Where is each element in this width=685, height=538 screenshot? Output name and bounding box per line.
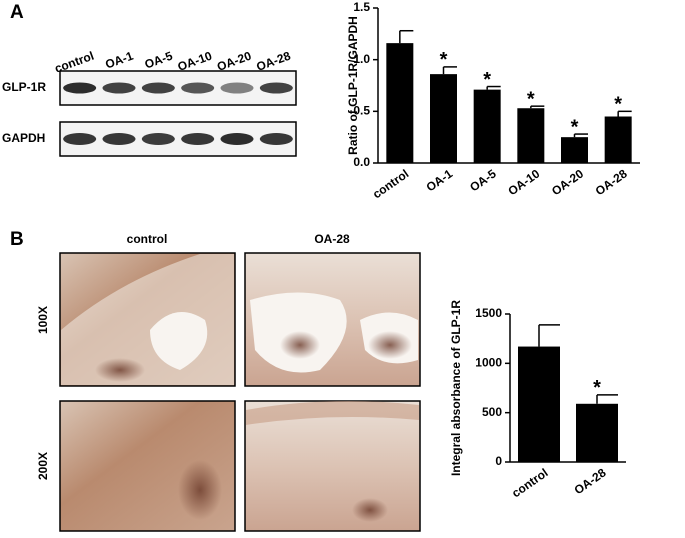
row-label: GAPDH — [2, 131, 45, 145]
error-bar — [442, 66, 457, 75]
stain — [95, 358, 145, 382]
x-tick-label: control — [509, 466, 550, 501]
panel-label: B — [10, 229, 24, 250]
stain — [368, 331, 412, 359]
significance-mark: * — [527, 88, 535, 110]
lane-label: OA-1 — [103, 49, 135, 72]
column-label: OA-28 — [314, 232, 350, 246]
blot-band — [259, 82, 293, 94]
y-tick-label: 0.5 — [353, 104, 370, 118]
x-tick-label: OA-1 — [424, 166, 456, 194]
blot-frame — [59, 70, 297, 106]
error-bar — [530, 105, 545, 109]
y-tick-label: 1.0 — [353, 52, 370, 66]
row-label: GLP-1R — [2, 80, 46, 94]
column-label: control — [127, 232, 168, 246]
bar — [604, 116, 632, 163]
tissue-region — [246, 401, 419, 425]
error-bar — [486, 85, 501, 90]
significance-mark: * — [571, 116, 579, 138]
x-tick-label: OA-5 — [467, 166, 499, 194]
marrow-space — [150, 312, 208, 370]
error-bar — [596, 394, 618, 404]
y-tick-label: 0.0 — [353, 155, 370, 169]
x-tick-label: OA-10 — [505, 166, 542, 198]
lane-label: OA-28 — [254, 49, 292, 74]
error-bar — [617, 110, 632, 117]
lane-label: OA-10 — [176, 49, 214, 74]
bar — [576, 403, 618, 462]
blot-band — [141, 82, 175, 94]
blot-band — [259, 133, 293, 145]
bar — [518, 346, 560, 462]
bar — [386, 43, 414, 164]
significance-mark: * — [593, 377, 601, 399]
significance-mark: * — [483, 69, 491, 91]
row-label: 100X — [36, 306, 50, 334]
y-tick-label: 1.5 — [353, 0, 370, 14]
blot-band — [181, 82, 215, 94]
lane-label: OA-5 — [143, 49, 175, 72]
y-tick-label: 1500 — [475, 306, 502, 320]
bar — [517, 108, 545, 163]
error-bar — [399, 29, 414, 44]
blot-band — [220, 82, 254, 94]
error-bar — [573, 133, 588, 138]
lane-label: OA-20 — [215, 49, 253, 74]
blot-band — [102, 133, 136, 145]
histology — [59, 252, 421, 532]
bar — [430, 74, 457, 163]
blot-band — [141, 133, 175, 145]
x-tick-label: OA-28 — [593, 166, 630, 198]
significance-mark: * — [440, 49, 448, 71]
stain — [352, 498, 388, 522]
y-axis-label: Integral absorbance of GLP-1R — [449, 300, 463, 476]
blot-frame — [59, 121, 297, 157]
bar — [561, 137, 588, 163]
x-tick-label: OA-28 — [572, 465, 609, 497]
stain — [280, 331, 320, 359]
stain — [178, 460, 222, 520]
y-axis-label: Ratio of GLP-1R/GAPDH — [346, 16, 360, 155]
blot-band — [181, 133, 215, 145]
blot-band — [220, 133, 254, 145]
blot-band — [63, 82, 97, 94]
blot-band — [63, 133, 97, 145]
y-tick-label: 1000 — [475, 356, 502, 370]
error-bar — [538, 324, 560, 347]
y-tick-label: 0 — [495, 454, 502, 468]
x-tick-label: control — [370, 167, 411, 202]
panel-label: A — [10, 2, 24, 23]
row-label: 200X — [36, 452, 50, 480]
y-tick-label: 500 — [482, 405, 502, 419]
histology-image — [244, 400, 421, 532]
x-tick-label: OA-20 — [549, 166, 586, 198]
bar — [473, 89, 501, 163]
significance-mark: * — [614, 94, 622, 116]
blot-band — [102, 82, 136, 94]
